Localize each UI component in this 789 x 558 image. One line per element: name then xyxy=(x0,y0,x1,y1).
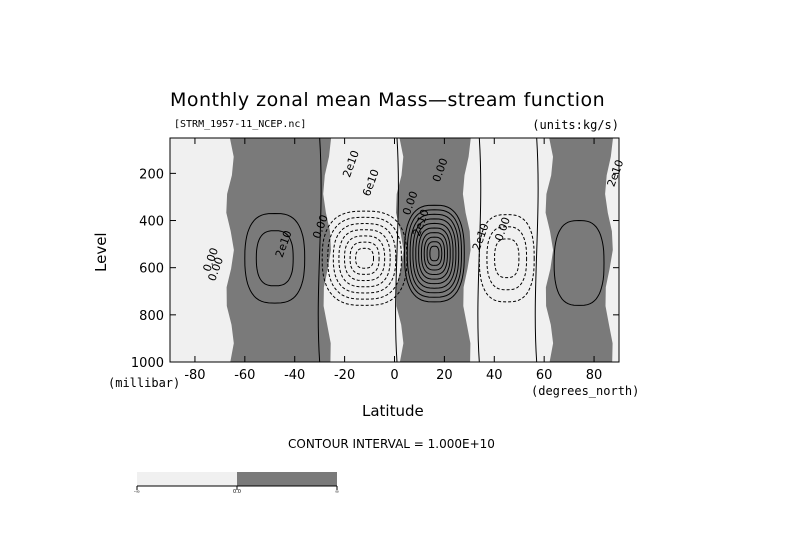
contour-cell3-level1 xyxy=(486,226,528,291)
x-tick-label: 20 xyxy=(436,368,453,383)
contour-cell2-level4 xyxy=(415,222,454,285)
units-label: (units:kg/s) xyxy=(532,118,619,132)
contour-cell1-level5 xyxy=(349,241,380,275)
colorbar-tick-label: ∞ xyxy=(335,489,339,495)
zero-contour-2 xyxy=(477,137,482,363)
contour-cell1-level0 xyxy=(321,210,408,306)
y-axis-unit: (millibar) xyxy=(108,376,181,390)
zero-contour-3 xyxy=(534,137,539,363)
shaded-regions xyxy=(170,138,619,362)
contour-cell2-level8 xyxy=(426,241,443,266)
contour-cell2-level0 xyxy=(403,204,465,303)
contour-cell2-level7 xyxy=(423,236,446,271)
y-tick-label: 400 xyxy=(139,215,164,230)
file-label: [STRM_1957-11_NCEP.nc] xyxy=(174,119,307,130)
y-tick-label: 600 xyxy=(139,262,164,277)
contour-cell1-level1 xyxy=(327,216,402,300)
x-tick-label: -40 xyxy=(284,368,305,383)
x-axis-label: Latitude xyxy=(362,402,424,420)
y-axis-label: Level xyxy=(92,232,110,272)
x-tick-label: 60 xyxy=(536,368,553,383)
contour-cell4-level0 xyxy=(553,219,605,306)
x-tick-label: -60 xyxy=(234,368,255,383)
y-tick-label: 200 xyxy=(139,167,164,182)
contour-cell2-level1 xyxy=(406,209,463,298)
positive-region-south xyxy=(226,138,332,362)
contour-cell2-level6 xyxy=(420,232,448,276)
contour-cell2-level3 xyxy=(412,218,457,289)
contour-cell0-level1 xyxy=(255,230,294,287)
contour-lines xyxy=(244,137,605,363)
contour-cell1-level4 xyxy=(343,235,386,282)
contour-cell2-level5 xyxy=(418,227,451,280)
y-axis-ticks: 200 400 600 800 1000 xyxy=(131,167,619,371)
y-tick-label: 800 xyxy=(139,309,164,324)
colorbar-tick-label: 0.0 xyxy=(233,489,241,495)
contour-cell0-level0 xyxy=(244,212,306,304)
contour-cell1-level3 xyxy=(338,229,391,288)
x-tick-label: -80 xyxy=(184,368,205,383)
contour-cell1-level6 xyxy=(355,247,374,269)
colorbar-tick-label: -∞ xyxy=(134,489,140,495)
positive-region-north xyxy=(545,138,613,362)
colorbar-positive xyxy=(237,472,337,486)
contour-cell3-level0 xyxy=(478,214,535,303)
positive-region-tropics xyxy=(396,138,471,362)
zero-contour-1 xyxy=(395,137,399,363)
contour-interval-label: CONTOUR INTERVAL = 1.000E+10 xyxy=(288,437,495,451)
x-axis-unit: (degrees_north) xyxy=(531,384,640,398)
colorbar-negative xyxy=(137,472,237,486)
contour-cell2-level9 xyxy=(429,245,440,262)
colorbar: -∞ 0.0 ∞ xyxy=(134,472,339,495)
contour-cell2-level2 xyxy=(409,213,460,294)
y-tick-label: 1000 xyxy=(131,356,164,371)
x-axis-ticks: -80 -60 -40 -20 0 20 40 60 80 xyxy=(184,138,602,383)
zero-contour-0 xyxy=(317,137,322,363)
contour-cell3-level2 xyxy=(494,238,520,279)
x-tick-label: 0 xyxy=(390,368,398,383)
x-tick-label: 40 xyxy=(486,368,503,383)
chart-title: Monthly zonal mean Mass—stream function xyxy=(170,89,606,111)
x-tick-label: 80 xyxy=(586,368,603,383)
x-tick-label: -20 xyxy=(334,368,355,383)
